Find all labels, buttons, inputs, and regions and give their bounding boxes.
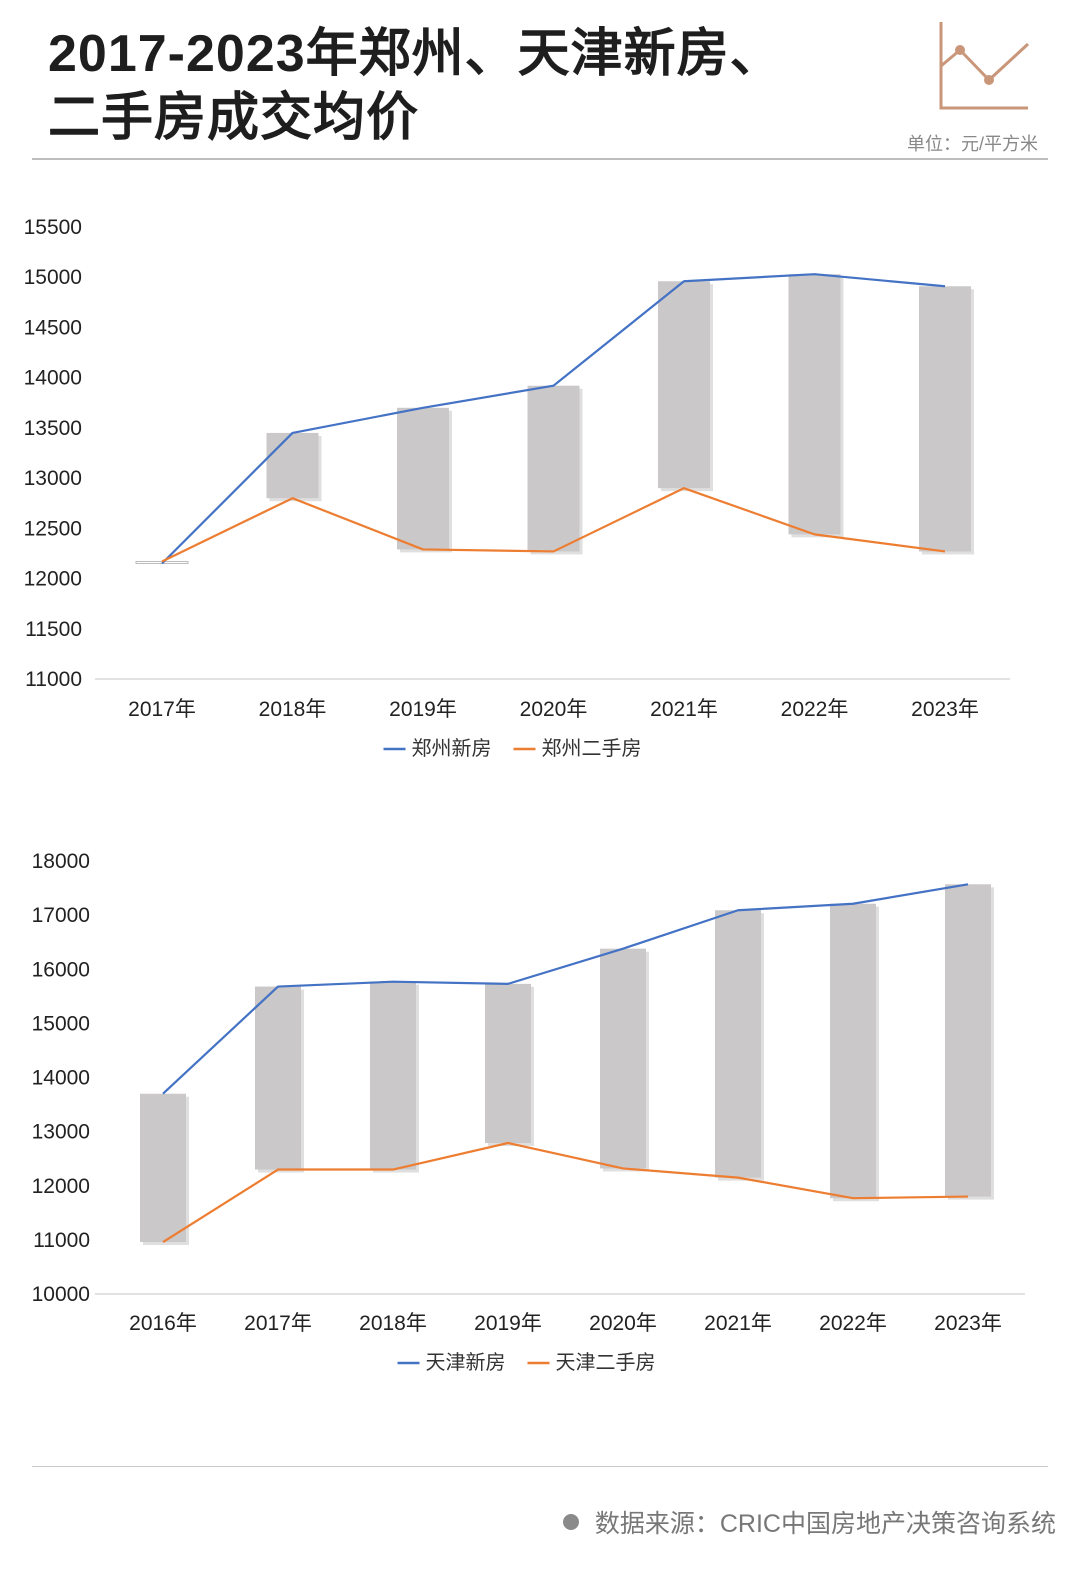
- high-low-bar: [140, 1093, 186, 1243]
- series-line: [161, 487, 946, 563]
- high-low-bar: [600, 948, 646, 1169]
- y-tick-label: 18000: [32, 850, 90, 873]
- x-tick-label: 2022年: [781, 698, 849, 721]
- high-low-bar: [788, 274, 841, 535]
- data-source-text: 数据来源：CRIC中国房地产决策咨询系统: [594, 1510, 1056, 1538]
- high-low-bar: [715, 910, 761, 1178]
- y-tick-label: 17000: [32, 904, 90, 927]
- y-tick-label: 12000: [32, 1175, 90, 1198]
- high-low-bar: [485, 983, 531, 1143]
- legend-label: 天津新房: [426, 1351, 506, 1374]
- high-low-bar: [255, 986, 301, 1170]
- y-tick-label: 15500: [24, 216, 82, 239]
- title-line-1: 2017-2023年郑州、天津新房、: [48, 25, 783, 83]
- y-tick-label: 13500: [24, 417, 82, 440]
- y-tick-label: 14000: [32, 1067, 90, 1090]
- series-line: [162, 883, 969, 1095]
- y-tick-label: 14500: [24, 316, 82, 339]
- x-tick-label: 2020年: [589, 1312, 657, 1335]
- legend-label: 郑州新房: [412, 737, 492, 760]
- legend-label: 郑州二手房: [542, 737, 642, 760]
- y-tick-label: 11000: [25, 668, 82, 691]
- x-tick-label: 2019年: [389, 698, 457, 721]
- x-tick-label: 2023年: [911, 698, 979, 721]
- bullet-icon: [562, 1514, 579, 1530]
- zhengzhou-price-chart: 11000 11500 12000 12500 13000 13500 14000 14500…: [24, 216, 1010, 760]
- y-tick-label: 10000: [32, 1283, 90, 1306]
- high-low-bar: [397, 407, 449, 550]
- data-source: 数据来源：CRIC中国房地产决策咨询系统: [562, 1504, 1056, 1540]
- high-low-bar: [527, 385, 580, 552]
- high-low-bar: [945, 884, 991, 1197]
- x-tick-label: 2017年: [244, 1312, 312, 1335]
- page-title: 2017-2023年郑州、天津新房、 二手房成交均价: [48, 22, 783, 150]
- y-tick-label: 16000: [32, 958, 90, 981]
- y-tick-label: 15000: [24, 266, 82, 289]
- line-chart-icon: [939, 22, 1030, 110]
- y-tick-label: 12000: [24, 568, 82, 591]
- x-tick-label: 2021年: [650, 698, 718, 721]
- series-line: [161, 273, 946, 565]
- y-tick-label: 13000: [32, 1121, 90, 1144]
- high-low-bar: [370, 981, 416, 1170]
- y-tick-label: 12500: [24, 517, 82, 540]
- high-low-bar: [830, 903, 876, 1199]
- x-tick-label: 2016年: [129, 1312, 197, 1335]
- x-tick-label: 2017年: [128, 698, 196, 721]
- footer-divider: [32, 1466, 1048, 1467]
- tianjin-price-chart: 10000 11000 12000 13000 14000 15000 16000 17000…: [32, 850, 1025, 1374]
- y-tick-label: 11500: [25, 618, 82, 641]
- x-tick-label: 2023年: [934, 1312, 1002, 1335]
- x-tick-label: 2021年: [704, 1312, 772, 1335]
- series-line: [162, 1141, 969, 1243]
- x-tick-label: 2019年: [474, 1312, 542, 1335]
- y-tick-label: 11000: [33, 1229, 90, 1252]
- y-tick-label: 13000: [24, 467, 82, 490]
- high-low-bar: [658, 281, 710, 489]
- high-low-bar: [919, 286, 971, 552]
- legend-label: 天津二手房: [556, 1351, 656, 1374]
- high-low-bar: [266, 432, 319, 499]
- unit-label: 单位：元/平方米: [906, 134, 1038, 154]
- x-tick-label: 2018年: [259, 698, 327, 721]
- x-tick-label: 2022年: [819, 1312, 887, 1335]
- y-tick-label: 15000: [32, 1012, 90, 1035]
- title-line-2: 二手房成交均价: [48, 89, 420, 147]
- x-tick-label: 2018年: [359, 1312, 427, 1335]
- header-divider: [32, 158, 1048, 160]
- y-tick-label: 14000: [24, 367, 82, 390]
- x-tick-label: 2020年: [520, 698, 588, 721]
